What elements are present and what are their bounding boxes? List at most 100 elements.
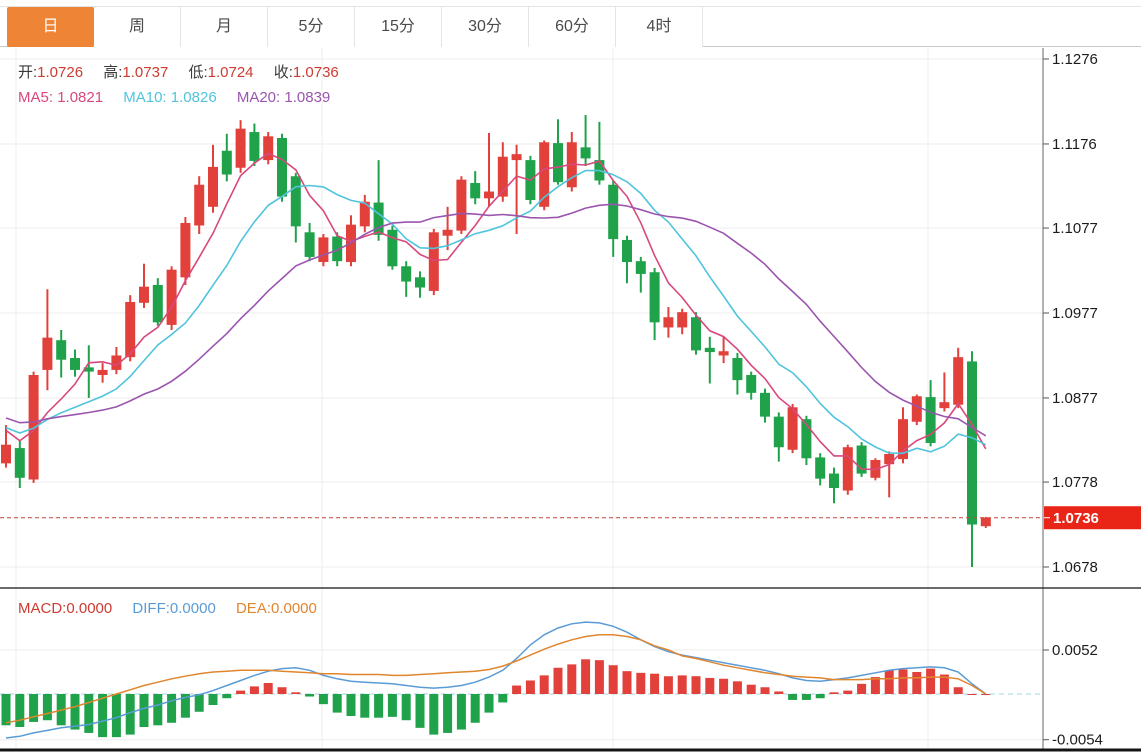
macd-bar [167, 694, 177, 723]
tab-week[interactable]: 周 [94, 7, 181, 47]
candle [304, 232, 315, 257]
macd-bar [719, 678, 729, 694]
candle [42, 337, 53, 370]
macd-bar [760, 687, 770, 694]
candle [111, 355, 122, 370]
candle [373, 202, 384, 235]
macd-bar [346, 694, 356, 716]
candle [939, 402, 950, 409]
price-axis-label: 1.1176 [1052, 136, 1097, 153]
candle [829, 473, 839, 488]
macd-axis-label: 0.0052 [1052, 642, 1098, 659]
candle [263, 136, 274, 161]
macd-axis-label: -0.0054 [1052, 732, 1103, 749]
macd-bar [650, 673, 660, 694]
macd-bar [746, 684, 756, 694]
macd-bar [553, 667, 563, 694]
candle [221, 150, 232, 175]
candle [56, 340, 67, 360]
macd-bar [429, 694, 439, 735]
price-axis-label: 1.0678 [1052, 559, 1098, 576]
candle [428, 232, 439, 291]
open-label: 开: [18, 64, 38, 81]
low-value: 1.0724 [207, 64, 254, 81]
candle [1, 444, 11, 464]
macd-bar [539, 675, 549, 694]
macd-bar [29, 694, 39, 722]
macd-bar [374, 694, 384, 718]
macd-bar [567, 664, 577, 694]
candle [83, 367, 94, 372]
ma-legend: MA5: 1.0821 MA10: 1.0826 MA20: 1.0839 [18, 89, 346, 106]
candle [925, 397, 936, 443]
candle [580, 147, 591, 159]
tab-15min[interactable]: 15分 [355, 7, 442, 47]
candle [718, 351, 729, 356]
candle [277, 138, 287, 197]
high-label: 高: [103, 64, 123, 81]
tab-5min[interactable]: 5分 [268, 7, 355, 47]
macd-bar [967, 694, 977, 695]
candle [180, 222, 191, 278]
macd-bar [125, 694, 135, 735]
candle [387, 229, 398, 267]
macd-bar [801, 694, 811, 700]
candle [967, 361, 977, 525]
tab-day[interactable]: 日 [7, 7, 94, 47]
candle [704, 347, 715, 353]
close-value: 1.0736 [292, 64, 339, 81]
candle [70, 358, 80, 370]
price-axis-label: 1.0877 [1052, 390, 1098, 407]
tab-month[interactable]: 月 [181, 7, 268, 47]
candle [470, 183, 481, 199]
candle [677, 312, 688, 328]
macd-bar [774, 691, 784, 694]
candle [152, 284, 163, 323]
macd-bar [912, 672, 922, 694]
candle [511, 154, 522, 161]
candle [898, 419, 908, 460]
macd-bar [291, 692, 301, 694]
ma20-line [5, 203, 987, 437]
macd-bar [70, 694, 80, 730]
candle [663, 317, 674, 328]
ma5-legend-item: MA5: 1.0821 [18, 89, 104, 106]
candle [359, 201, 370, 227]
macd-bar [788, 694, 798, 700]
macd-bar [415, 694, 425, 728]
macd-bar [484, 694, 494, 713]
macd-bar [705, 677, 715, 694]
tab-60min[interactable]: 60分 [529, 7, 616, 47]
dea-legend-item: DEA:0.0000 [235, 600, 317, 617]
macd-bar [318, 694, 328, 705]
macd-bar [953, 687, 963, 694]
macd-bar [926, 668, 936, 694]
macd-bar [898, 669, 908, 694]
macd-bar [691, 676, 701, 694]
candle [691, 317, 701, 351]
macd-bar [470, 694, 480, 723]
candle [856, 445, 867, 474]
ma10-legend-item: MA10: 1.0826 [123, 89, 217, 106]
macd-bar [111, 694, 121, 738]
candle [497, 156, 508, 197]
candle [318, 237, 329, 263]
candle [815, 457, 826, 479]
macd-bar [401, 694, 411, 721]
macd-bar [1, 694, 11, 726]
low-label: 低: [188, 64, 208, 81]
macd-bar [829, 692, 839, 694]
macd-legend: MACD:0.0000 DIFF:0.0000 DEA:0.0000 [18, 600, 333, 617]
candle [842, 447, 853, 491]
macd-bar [939, 674, 949, 694]
tab-4hour[interactable]: 4时 [616, 7, 703, 47]
macd-bar [84, 694, 94, 733]
candle [249, 132, 260, 161]
macd-bar [153, 694, 163, 726]
tab-30min[interactable]: 30分 [442, 7, 529, 47]
dea-line [5, 634, 987, 724]
macd-bar [360, 694, 370, 718]
candle [235, 128, 246, 168]
macd-bar [870, 677, 880, 694]
